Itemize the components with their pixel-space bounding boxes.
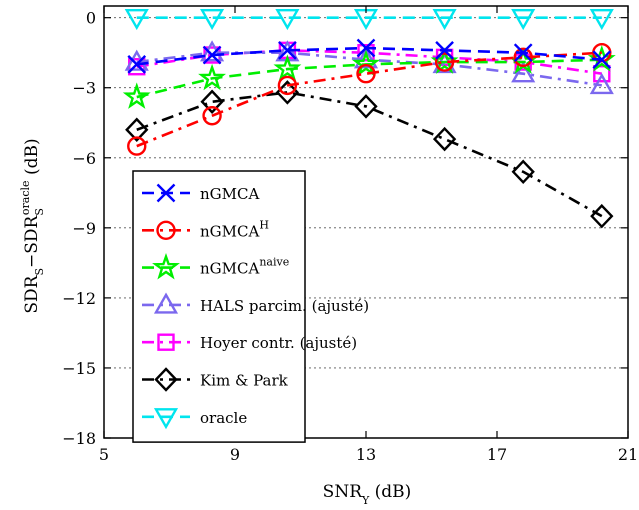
data-point xyxy=(273,54,302,81)
data-point xyxy=(124,8,149,31)
legend-label: nGMCAH xyxy=(200,218,269,240)
data-point xyxy=(277,75,298,96)
data-point xyxy=(590,203,614,229)
x-tick-label: 9 xyxy=(230,445,240,464)
data-point xyxy=(511,159,535,185)
legend-label: nGMCA xyxy=(200,185,259,203)
y-tick-label: 0 xyxy=(86,9,96,28)
data-point xyxy=(434,52,455,72)
legend-box xyxy=(132,170,306,443)
series-line xyxy=(136,91,603,218)
legend-entry: nGMCAnaive xyxy=(142,252,289,280)
data-point xyxy=(125,117,149,143)
legend-label: Kim & Park xyxy=(200,372,289,390)
x-tick-label: 13 xyxy=(356,445,376,464)
data-point xyxy=(200,8,225,31)
data-point xyxy=(202,106,222,126)
legend-marker xyxy=(152,252,180,280)
legend-marker xyxy=(156,183,176,203)
legend-label: Hoyer contr. (ajusté) xyxy=(200,334,357,352)
series-6 xyxy=(124,8,614,31)
legend-marker xyxy=(157,333,175,351)
y-tick-label: −6 xyxy=(72,149,96,168)
series-0 xyxy=(127,38,612,74)
data-point xyxy=(356,38,376,58)
data-point xyxy=(202,45,222,65)
data-point xyxy=(122,82,151,109)
data-point xyxy=(513,43,533,63)
y-tick-label: −9 xyxy=(72,219,96,238)
data-point xyxy=(593,65,611,83)
data-point xyxy=(435,41,454,60)
legend-entry: oracle xyxy=(142,408,247,430)
series-line xyxy=(136,51,602,87)
x-axis-label: SNRY (dB) xyxy=(323,482,412,507)
data-point xyxy=(513,47,533,68)
x-tick-label: 17 xyxy=(487,445,507,464)
data-point xyxy=(352,49,380,77)
series-5 xyxy=(125,80,614,229)
legend-entry: nGMCA xyxy=(142,183,259,203)
legend-marker xyxy=(153,292,179,314)
data-point xyxy=(354,94,378,119)
legend-marker xyxy=(153,408,179,430)
legend-label: nGMCAnaive xyxy=(200,256,289,278)
legend-entry: Hoyer contr. (ajusté) xyxy=(142,333,357,352)
legend-marker xyxy=(156,220,176,241)
legend: nGMCA nGMCAH nGMCAnaive HALS parcim. (ajust… xyxy=(132,170,369,443)
x-tick-label: 21 xyxy=(618,445,638,464)
data-point xyxy=(357,44,375,62)
data-point xyxy=(592,50,612,70)
legend-label: HALS parcim. (ajusté) xyxy=(200,297,369,315)
y-tick-label: −12 xyxy=(62,289,96,308)
y-tick-label: −18 xyxy=(62,429,96,448)
legend-label: oracle xyxy=(200,409,247,427)
x-tick-label: 5 xyxy=(99,445,109,464)
series-1 xyxy=(127,43,612,156)
legend-entry: HALS parcim. (ajusté) xyxy=(142,292,369,315)
data-point xyxy=(278,41,297,60)
y-tick-label: −15 xyxy=(62,359,96,378)
data-point xyxy=(127,136,147,156)
ticks: 0 −3 −6 −9 −12 −15 −185 9 13 17 21 xyxy=(62,6,638,464)
data-point xyxy=(356,64,376,84)
data-point xyxy=(511,61,536,83)
data-point xyxy=(200,89,224,114)
data-point xyxy=(432,8,457,31)
data-point xyxy=(275,8,300,31)
data-point xyxy=(353,47,379,69)
y-axis-label: SDRS−SDRSoracle (dB) xyxy=(19,138,46,313)
y-tick-label: −3 xyxy=(72,79,96,98)
legend-entry: Kim & Park xyxy=(142,367,289,392)
data-point xyxy=(127,55,147,74)
legend-marker xyxy=(154,367,178,392)
data-point xyxy=(198,63,227,91)
data-point xyxy=(589,72,614,95)
legend-entry: nGMCAH xyxy=(142,218,269,240)
series-line xyxy=(136,51,602,148)
data-point xyxy=(589,8,614,31)
data-point xyxy=(511,8,536,31)
series-layer xyxy=(122,8,616,229)
data-point xyxy=(432,126,457,152)
